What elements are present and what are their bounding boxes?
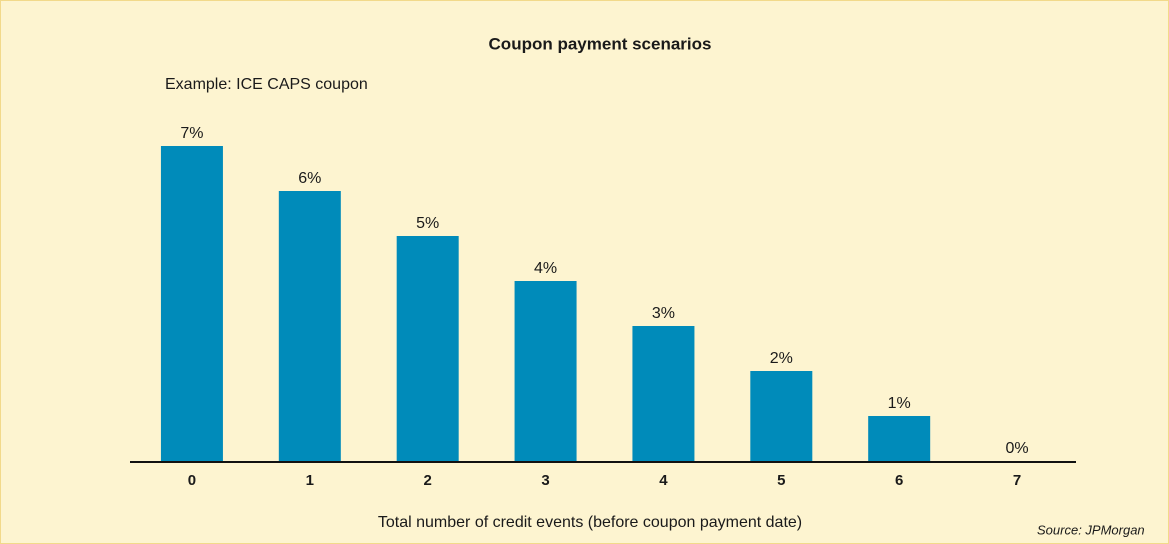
x-tick-label: 2 bbox=[424, 472, 432, 489]
x-tick-label: 5 bbox=[777, 472, 785, 489]
bar bbox=[160, 146, 223, 461]
x-tick-label: 1 bbox=[306, 472, 314, 489]
chart-subtitle: Example: ICE CAPS coupon bbox=[165, 76, 368, 93]
bar bbox=[750, 371, 813, 461]
data-label: 7% bbox=[180, 125, 203, 142]
bar bbox=[868, 416, 931, 461]
x-tick-label: 0 bbox=[188, 472, 196, 489]
x-axis-label: Total number of credit events (before co… bbox=[378, 514, 802, 531]
data-label: 1% bbox=[888, 395, 911, 412]
bar bbox=[278, 191, 341, 461]
data-label: 6% bbox=[298, 170, 321, 187]
chart-title: Coupon payment scenarios bbox=[489, 34, 712, 53]
x-tick-label: 3 bbox=[541, 472, 549, 489]
bar bbox=[396, 236, 459, 461]
x-tick-label: 7 bbox=[1013, 472, 1021, 489]
data-label: 0% bbox=[1006, 440, 1029, 457]
data-label: 3% bbox=[652, 305, 675, 322]
data-label: 2% bbox=[770, 350, 793, 367]
x-tick-label: 4 bbox=[659, 472, 668, 489]
data-label: 5% bbox=[416, 215, 439, 232]
bar bbox=[632, 326, 695, 461]
bar bbox=[514, 281, 577, 461]
source: Source: JPMorgan bbox=[1037, 522, 1145, 537]
x-tick-label: 6 bbox=[895, 472, 903, 489]
data-label: 4% bbox=[534, 260, 557, 277]
